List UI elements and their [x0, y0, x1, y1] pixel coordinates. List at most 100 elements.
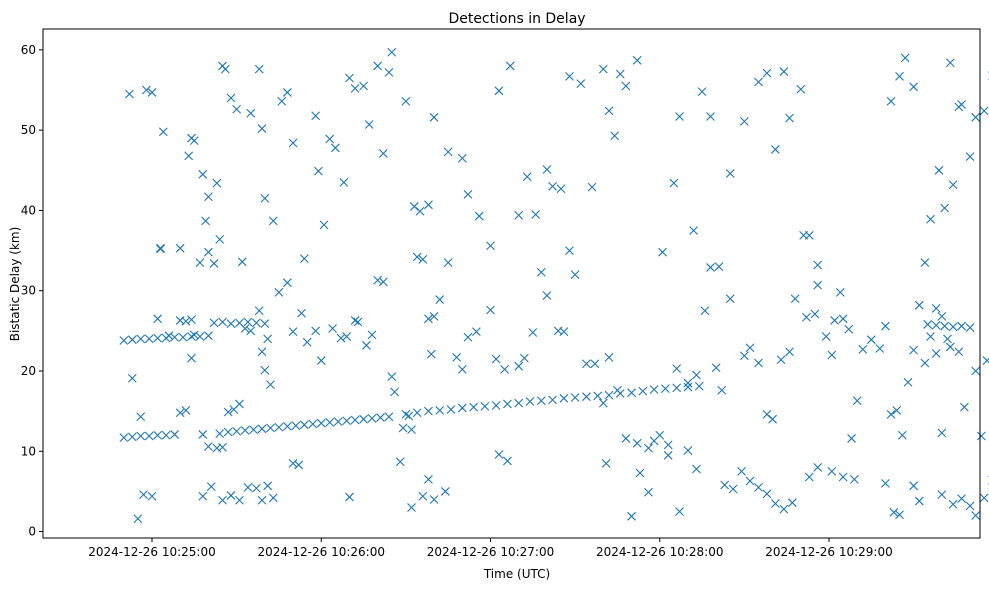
- data-point: [204, 442, 213, 451]
- data-point: [548, 395, 557, 405]
- data-point: [246, 108, 256, 118]
- data-point: [790, 294, 800, 304]
- data-point: [920, 258, 930, 268]
- data-point: [412, 252, 422, 262]
- data-point: [223, 407, 233, 417]
- data-point: [965, 501, 975, 511]
- data-point: [931, 303, 941, 313]
- data-point: [443, 258, 453, 268]
- data-point: [127, 373, 137, 383]
- data-point: [480, 401, 490, 411]
- data-point: [240, 324, 250, 333]
- data-point: [237, 257, 247, 267]
- data-point: [802, 312, 811, 322]
- data-point: [311, 326, 320, 336]
- data-point: [965, 152, 975, 162]
- data-point: [435, 295, 445, 304]
- data-point: [156, 243, 165, 253]
- data-point: [215, 234, 225, 244]
- data-point: [299, 420, 309, 430]
- data-point: [226, 491, 236, 500]
- data-point: [683, 446, 693, 455]
- data-point: [198, 169, 208, 179]
- x-tick-label: 2024-12-26 10:26:00: [258, 545, 385, 559]
- data-point: [847, 434, 856, 443]
- data-point: [342, 332, 352, 341]
- data-point: [491, 354, 501, 364]
- data-point: [263, 481, 273, 491]
- data-point: [675, 112, 684, 121]
- data-point: [494, 86, 504, 96]
- data-point: [779, 504, 789, 514]
- data-point: [359, 414, 368, 424]
- data-point: [711, 363, 721, 373]
- data-point: [514, 398, 524, 408]
- data-point: [342, 416, 352, 426]
- data-point: [519, 353, 529, 363]
- data-point: [158, 127, 168, 137]
- data-point: [604, 352, 614, 362]
- data-point: [144, 334, 154, 344]
- data-point: [813, 462, 823, 472]
- data-point: [658, 247, 667, 257]
- data-point: [424, 406, 433, 416]
- data-point: [472, 327, 481, 337]
- data-point: [251, 483, 261, 493]
- data-point: [737, 466, 746, 476]
- data-point: [706, 263, 715, 272]
- data-point: [694, 381, 704, 391]
- data-point: [503, 399, 512, 409]
- data-point: [937, 312, 947, 321]
- data-point: [937, 428, 947, 438]
- data-point: [288, 138, 298, 148]
- data-point: [582, 392, 591, 402]
- data-point: [852, 396, 862, 406]
- data-point: [189, 136, 199, 145]
- data-point: [700, 306, 710, 316]
- data-point: [187, 315, 196, 325]
- data-point: [762, 409, 772, 419]
- data-point: [418, 491, 428, 501]
- data-point: [804, 472, 814, 482]
- y-tick-label: 40: [21, 203, 36, 217]
- data-point: [514, 210, 524, 220]
- data-point: [373, 275, 383, 285]
- data-point: [164, 331, 174, 341]
- data-point: [875, 344, 885, 353]
- data-point: [299, 254, 309, 264]
- data-point: [762, 489, 772, 499]
- data-point: [900, 53, 910, 63]
- x-axis-label: Time (UTC): [483, 567, 550, 581]
- data-point: [235, 495, 244, 505]
- data-point: [297, 308, 306, 318]
- data-point: [401, 96, 411, 106]
- data-point: [491, 401, 501, 410]
- x-tick-label: 2024-12-26 10:25:00: [88, 545, 215, 559]
- data-point: [548, 181, 557, 191]
- data-point: [849, 475, 859, 484]
- data-point: [260, 365, 270, 375]
- data-point: [187, 353, 196, 363]
- data-point: [136, 412, 146, 422]
- data-point: [675, 507, 684, 516]
- data-point: [672, 383, 682, 393]
- data-point: [257, 424, 267, 434]
- data-point: [359, 81, 368, 91]
- data-point: [232, 426, 242, 436]
- data-point: [398, 423, 408, 433]
- data-point: [827, 466, 837, 476]
- data-point: [683, 382, 693, 392]
- data-point: [260, 194, 270, 203]
- data-point: [979, 106, 989, 116]
- data-point: [443, 147, 453, 157]
- data-point: [796, 84, 806, 94]
- data-point: [776, 355, 786, 365]
- data-point: [378, 277, 388, 287]
- data-point: [175, 408, 185, 418]
- data-point: [903, 377, 913, 387]
- data-point: [215, 429, 225, 439]
- data-point: [697, 87, 707, 97]
- data-point: [404, 411, 414, 421]
- y-tick-label: 60: [21, 43, 36, 57]
- data-point: [565, 246, 574, 255]
